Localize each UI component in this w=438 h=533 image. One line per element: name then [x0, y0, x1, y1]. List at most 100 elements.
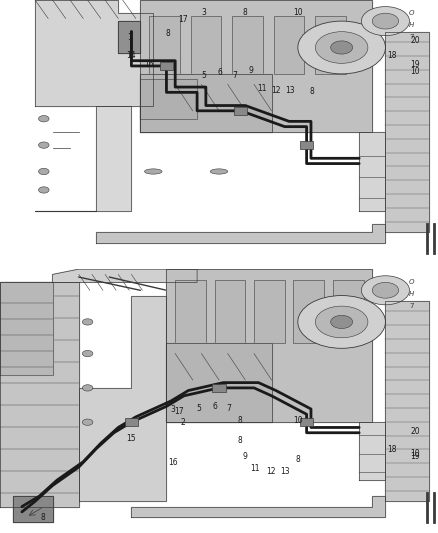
Text: 10: 10 — [293, 8, 303, 17]
Text: 11: 11 — [257, 84, 267, 93]
Text: 9: 9 — [243, 452, 248, 461]
Text: 1: 1 — [127, 33, 131, 42]
Ellipse shape — [210, 169, 228, 174]
Circle shape — [315, 31, 368, 63]
Circle shape — [372, 282, 399, 298]
Bar — [333, 280, 364, 343]
Text: 17: 17 — [174, 407, 184, 416]
Text: H: H — [409, 22, 414, 28]
Text: O: O — [409, 279, 414, 285]
Text: 8: 8 — [166, 29, 170, 38]
Polygon shape — [79, 295, 166, 502]
Polygon shape — [0, 282, 53, 375]
Circle shape — [298, 21, 385, 74]
Polygon shape — [35, 0, 153, 106]
Circle shape — [39, 116, 49, 122]
Bar — [212, 384, 226, 392]
Text: 15: 15 — [126, 434, 135, 443]
Circle shape — [331, 316, 353, 328]
Polygon shape — [385, 31, 429, 232]
Text: 5: 5 — [201, 71, 206, 80]
Bar — [160, 62, 173, 70]
Polygon shape — [166, 343, 272, 422]
Bar — [274, 16, 304, 74]
Text: 6: 6 — [212, 402, 217, 411]
Bar — [232, 16, 263, 74]
Text: 16: 16 — [168, 458, 178, 467]
Text: 8: 8 — [243, 8, 247, 17]
Polygon shape — [35, 106, 131, 211]
Circle shape — [82, 350, 93, 357]
Circle shape — [361, 6, 410, 36]
Text: 2: 2 — [181, 418, 185, 427]
Polygon shape — [53, 269, 197, 282]
Polygon shape — [359, 422, 385, 480]
Text: 18: 18 — [387, 445, 397, 454]
Circle shape — [331, 41, 353, 54]
Text: 3: 3 — [170, 405, 176, 414]
Text: 17: 17 — [178, 15, 188, 25]
Bar — [254, 280, 285, 343]
Polygon shape — [166, 269, 372, 422]
Polygon shape — [96, 224, 385, 243]
Text: 13: 13 — [280, 467, 290, 476]
Text: 13: 13 — [285, 86, 294, 95]
Circle shape — [298, 295, 385, 349]
Polygon shape — [140, 79, 197, 119]
Polygon shape — [131, 496, 385, 517]
Polygon shape — [140, 0, 372, 132]
Polygon shape — [359, 132, 385, 211]
Ellipse shape — [145, 169, 162, 174]
Text: H: H — [409, 291, 414, 297]
Polygon shape — [118, 21, 140, 53]
Bar — [315, 16, 346, 74]
Polygon shape — [385, 301, 429, 502]
Bar — [234, 107, 247, 115]
Bar — [300, 418, 313, 426]
Text: 12: 12 — [266, 467, 276, 476]
Text: 10: 10 — [410, 67, 420, 76]
Text: 8: 8 — [238, 435, 242, 445]
Text: 11: 11 — [250, 464, 260, 473]
Text: 8: 8 — [238, 416, 242, 425]
Text: 7: 7 — [410, 303, 414, 309]
Text: 16: 16 — [144, 60, 154, 69]
Text: 8: 8 — [296, 455, 300, 464]
Bar — [175, 280, 206, 343]
Text: 7: 7 — [226, 405, 231, 414]
Circle shape — [82, 319, 93, 325]
Bar — [293, 280, 324, 343]
Text: 14: 14 — [126, 51, 135, 60]
Text: 7: 7 — [232, 71, 237, 80]
Circle shape — [39, 142, 49, 148]
Text: 9: 9 — [248, 66, 253, 75]
Polygon shape — [140, 74, 272, 132]
Bar — [125, 418, 138, 426]
Circle shape — [361, 276, 410, 305]
Text: 10: 10 — [293, 416, 303, 425]
Circle shape — [82, 385, 93, 391]
Circle shape — [39, 187, 49, 193]
Bar — [149, 16, 180, 74]
Text: 20: 20 — [410, 36, 420, 45]
Text: 10: 10 — [410, 449, 420, 458]
Text: 3: 3 — [201, 8, 206, 17]
Bar — [215, 280, 245, 343]
Text: O: O — [409, 10, 414, 16]
Circle shape — [82, 419, 93, 425]
Text: 6: 6 — [217, 68, 223, 77]
Text: 19: 19 — [410, 60, 420, 69]
Text: 19: 19 — [410, 452, 420, 461]
Circle shape — [372, 13, 399, 29]
Text: 8: 8 — [310, 86, 314, 95]
Circle shape — [39, 168, 49, 175]
Polygon shape — [13, 496, 53, 522]
Text: 12: 12 — [272, 86, 281, 95]
Bar — [191, 16, 221, 74]
Text: 5: 5 — [197, 405, 202, 414]
Polygon shape — [0, 282, 79, 506]
Text: 20: 20 — [410, 427, 420, 436]
Text: 8: 8 — [41, 513, 45, 522]
Text: 18: 18 — [387, 51, 397, 60]
Bar — [300, 141, 313, 149]
